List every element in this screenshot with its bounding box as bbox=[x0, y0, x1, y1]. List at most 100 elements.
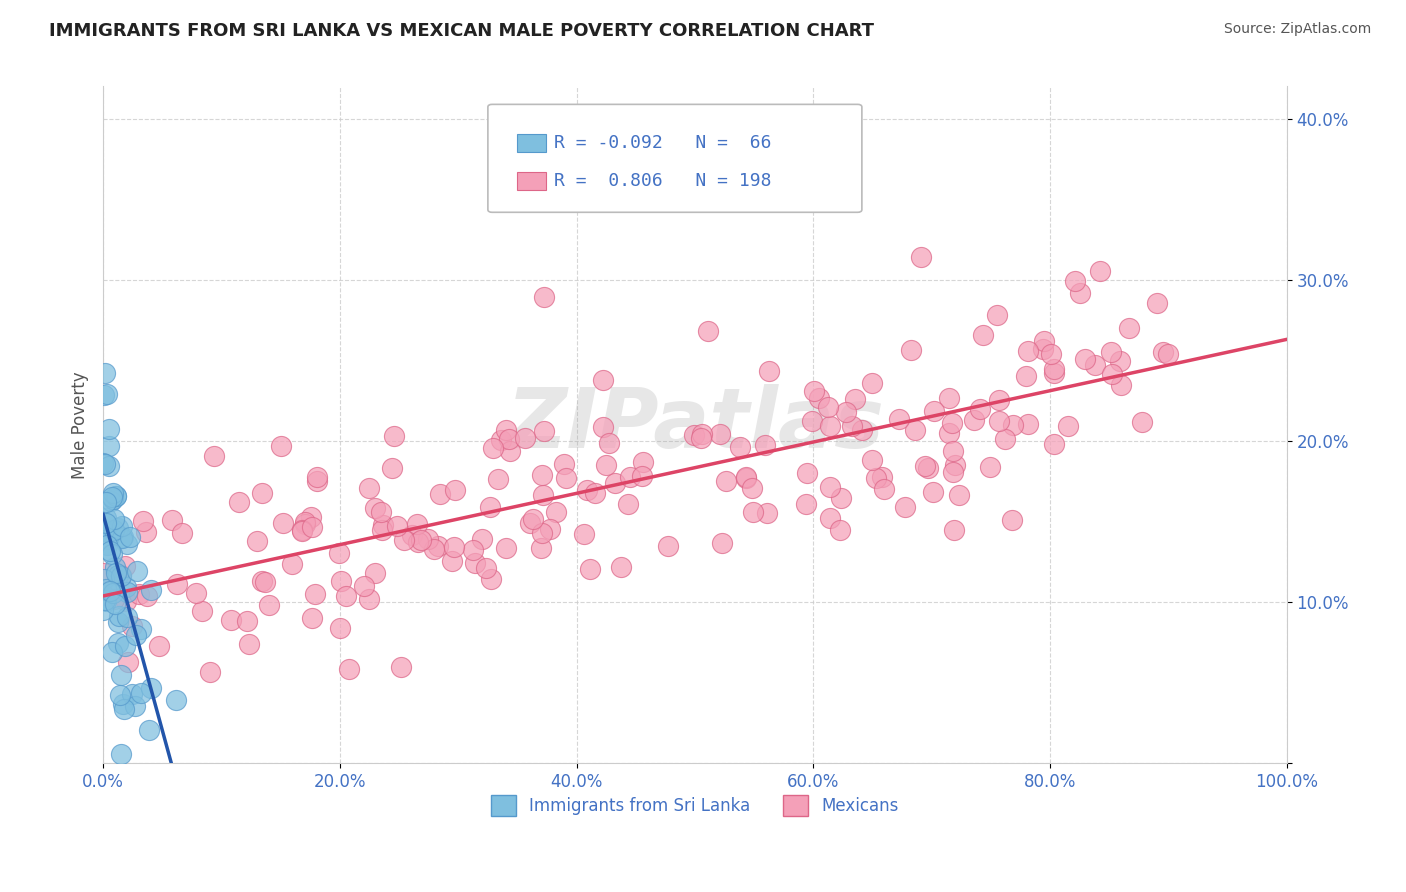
Point bbox=[335, 589, 357, 603]
Point bbox=[1152, 344, 1174, 359]
Point bbox=[111, 532, 134, 546]
Point bbox=[96, 387, 118, 401]
Point bbox=[1017, 417, 1039, 432]
Point bbox=[619, 470, 641, 484]
Point bbox=[101, 645, 124, 659]
Point bbox=[575, 483, 598, 497]
Point bbox=[865, 471, 887, 485]
Point bbox=[873, 482, 896, 496]
Point bbox=[1064, 275, 1087, 289]
Point bbox=[1001, 512, 1024, 526]
Point bbox=[1043, 367, 1066, 381]
Point bbox=[107, 521, 129, 535]
Point bbox=[101, 547, 124, 561]
Point bbox=[291, 523, 314, 537]
Point bbox=[136, 589, 159, 603]
Point bbox=[595, 458, 617, 472]
Point bbox=[922, 484, 945, 499]
Point bbox=[299, 510, 322, 524]
Point bbox=[1069, 286, 1091, 301]
Point bbox=[406, 517, 429, 532]
Point bbox=[238, 636, 260, 650]
Point bbox=[1056, 419, 1078, 434]
Point bbox=[103, 523, 125, 537]
Y-axis label: Male Poverty: Male Poverty bbox=[72, 371, 89, 478]
Point bbox=[860, 376, 883, 390]
Point bbox=[110, 667, 132, 681]
Text: R =  0.806   N = 198: R = 0.806 N = 198 bbox=[554, 172, 772, 190]
Point bbox=[98, 543, 121, 558]
Point bbox=[807, 391, 830, 405]
Point bbox=[114, 639, 136, 653]
Point bbox=[115, 536, 138, 550]
Point bbox=[711, 535, 734, 549]
Point bbox=[307, 474, 329, 488]
Point bbox=[834, 405, 856, 419]
Point bbox=[1118, 320, 1140, 334]
Point bbox=[471, 532, 494, 546]
Point bbox=[942, 465, 965, 479]
Point bbox=[1032, 334, 1054, 348]
Point bbox=[844, 392, 866, 406]
Point bbox=[498, 432, 520, 446]
Point bbox=[818, 419, 841, 434]
Point bbox=[364, 500, 387, 515]
Point bbox=[357, 481, 380, 495]
Point bbox=[353, 579, 375, 593]
Point bbox=[948, 488, 970, 502]
Point bbox=[271, 516, 294, 531]
Point bbox=[111, 530, 134, 544]
Point bbox=[609, 559, 631, 574]
Point bbox=[1088, 264, 1111, 278]
Point bbox=[97, 532, 120, 546]
Point bbox=[530, 468, 553, 483]
Point bbox=[1043, 361, 1066, 376]
Point bbox=[115, 593, 138, 607]
Point bbox=[941, 416, 963, 430]
Point bbox=[538, 522, 561, 536]
Text: ZIPatlas: ZIPatlas bbox=[506, 384, 884, 466]
Point bbox=[110, 569, 132, 583]
Point bbox=[578, 562, 600, 576]
Point bbox=[270, 439, 292, 453]
Point bbox=[107, 615, 129, 630]
Point bbox=[111, 519, 134, 533]
Point bbox=[124, 699, 146, 714]
Point bbox=[603, 475, 626, 490]
Point bbox=[692, 427, 714, 442]
Point bbox=[544, 505, 567, 519]
Point bbox=[735, 471, 758, 485]
Point bbox=[127, 564, 149, 578]
Point bbox=[94, 582, 117, 596]
Point bbox=[418, 532, 440, 546]
Point bbox=[598, 436, 620, 450]
Point bbox=[851, 423, 873, 437]
Point bbox=[254, 575, 277, 590]
Point bbox=[553, 457, 575, 471]
Point bbox=[101, 585, 124, 599]
Point bbox=[716, 474, 738, 488]
Point bbox=[830, 491, 852, 505]
Point bbox=[533, 290, 555, 304]
Point bbox=[841, 418, 863, 433]
Point bbox=[482, 441, 505, 455]
Point bbox=[585, 486, 607, 500]
Point bbox=[359, 591, 381, 606]
Point bbox=[657, 539, 679, 553]
Point bbox=[887, 412, 910, 426]
Point bbox=[972, 327, 994, 342]
Point bbox=[994, 432, 1017, 446]
Point bbox=[252, 485, 274, 500]
Point bbox=[381, 460, 404, 475]
Point bbox=[97, 422, 120, 436]
Point bbox=[742, 505, 765, 519]
Point bbox=[160, 513, 183, 527]
Point bbox=[165, 693, 187, 707]
Point bbox=[1017, 343, 1039, 358]
Point bbox=[519, 516, 541, 531]
Point bbox=[103, 591, 125, 606]
Point bbox=[1002, 417, 1025, 432]
Point bbox=[291, 524, 314, 538]
Point bbox=[202, 449, 225, 463]
Point bbox=[94, 457, 117, 471]
